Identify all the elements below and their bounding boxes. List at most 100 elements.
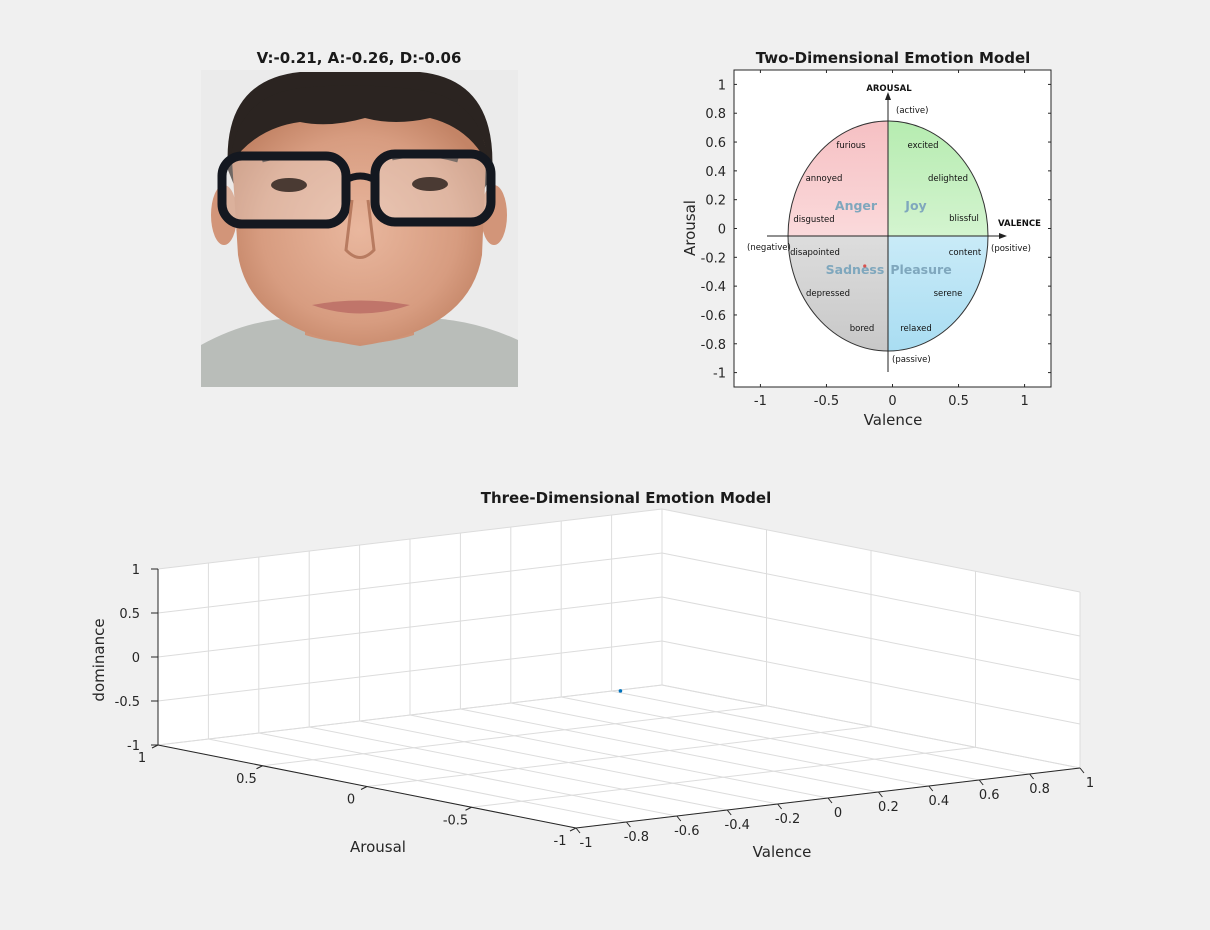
chart-3d-ytick-mark [360, 786, 368, 790]
chart-3d-title: Three-Dimensional Emotion Model [481, 489, 771, 507]
chart-3d-xtick-label: 0.6 [979, 788, 1000, 803]
chart-2d-ytick-label: -0.6 [701, 309, 726, 324]
chart-3d-xlabel: Valence [753, 843, 812, 861]
chart-2d-ytick-label: 1 [718, 78, 726, 93]
chart-3d-ztick-label: -1 [127, 739, 140, 754]
chart-3d-xtick-mark [1029, 773, 1034, 780]
chart-2d-ytick-label: -0.2 [701, 251, 726, 266]
chart-3d-xtick-label: -1 [580, 836, 593, 851]
chart-2d-point [863, 264, 867, 268]
emotion-wheel-image: AROUSAL (active) (passive) VALENCE (nega… [747, 84, 1041, 372]
chart-3d-gridline-z [661, 552, 1081, 637]
chart-3d-xtick-label: -0.2 [775, 812, 800, 827]
chart-3d-ytick-label: 0 [347, 793, 355, 808]
chart-3d-gridline-y [471, 746, 976, 808]
word-blissful: blissful [949, 214, 979, 224]
chart-3d-ylabel: Arousal [350, 838, 406, 856]
word-excited: excited [908, 141, 939, 151]
quadrant-sadness: Sadness [826, 262, 885, 277]
chart-3d-ztick-label: 0 [132, 651, 140, 666]
word-annoyed: annoyed [806, 174, 843, 184]
chart-3d-gridline-z [661, 596, 1081, 681]
word-delighted: delighted [928, 174, 968, 184]
chart-3d-ytick-label: 0.5 [236, 772, 257, 787]
chart-3d-point [618, 689, 623, 693]
chart-2d-ylabel: Arousal [681, 200, 699, 256]
wheel-active-label: (active) [896, 106, 928, 116]
chart-2d-ytick-label: 0.4 [705, 165, 726, 180]
word-disapointed: disapointed [790, 248, 840, 258]
chart-3d-ztick-label: -0.5 [115, 695, 140, 710]
chart-3d-ytick-label: -0.5 [443, 813, 468, 828]
chart-3d-xtick-mark [626, 821, 631, 828]
chart-2d-ytick-label: -0.8 [701, 338, 726, 353]
chart-3d-ytick-label: -1 [554, 834, 567, 849]
wheel-arousal-label: AROUSAL [866, 84, 912, 94]
word-furious: furious [836, 141, 866, 151]
wheel-passive-label: (passive) [892, 355, 931, 365]
word-serene: serene [934, 289, 963, 299]
chart-3d-gridline-z [157, 640, 663, 702]
chart-2d-ytick-label: 0.6 [705, 136, 726, 151]
chart-3d-xtick-mark [726, 809, 732, 816]
chart-3d-gridline-z [157, 684, 663, 746]
chart-3d-ytick-label: 1 [138, 751, 146, 766]
chart-3d-xtick-label: 0.8 [1029, 782, 1050, 797]
wheel-valence-label: VALENCE [998, 219, 1041, 229]
chart-3d-gridline-y [262, 705, 767, 767]
chart-3d-gridline-z [661, 508, 1081, 593]
wheel-negative-label: (negative) [747, 243, 791, 253]
chart-3d-xtick-label: 0.2 [878, 800, 899, 815]
chart-2d-xlabel: Valence [864, 411, 923, 429]
chart-3d-ztick-label: 0.5 [119, 607, 140, 622]
chart-3d-ytick-mark [465, 806, 472, 811]
chart-3d-gridline-z [661, 684, 1081, 769]
chart-3d-xtick-mark [1079, 767, 1085, 774]
chart-3d-xtick-label: 1 [1086, 776, 1094, 791]
word-bored: bored [850, 324, 875, 334]
quadrant-joy: Joy [904, 198, 926, 213]
wheel-positive-label: (positive) [991, 244, 1031, 254]
chart-3d-xtick-label: -0.6 [674, 824, 699, 839]
chart-2d-ytick-label: -0.4 [701, 280, 726, 295]
quadrant-anger: Anger [835, 198, 878, 213]
chart-2d-xtick-label: 1 [1020, 394, 1028, 409]
chart-3d-xtick-mark [676, 815, 682, 822]
chart-3d-ytick-mark [569, 827, 577, 832]
chart-3d-xtick-label: 0.4 [928, 794, 949, 809]
photo-title: V:-0.21, A:-0.26, D:-0.06 [257, 49, 462, 67]
chart-2d-title: Two-Dimensional Emotion Model [756, 49, 1031, 67]
chart-2d-ytick-label: 0.8 [705, 107, 726, 122]
chart-2d-ytick-label: -1 [713, 367, 726, 382]
chart-3d-ztick-label: 1 [132, 563, 140, 578]
quadrant-pleasure: Pleasure [890, 262, 951, 277]
chart-3d-ytick-mark [256, 765, 263, 770]
chart-3d-zlabel: dominance [90, 618, 108, 701]
chart-2d-ytick-label: 0 [718, 223, 726, 238]
chart-3d-xtick-mark [827, 797, 833, 804]
chart-3d-grid [157, 508, 1081, 829]
chart-3d-xtick-mark [777, 803, 782, 810]
chart-3d: Three-Dimensional Emotion Model -1 -0.8 -0… [90, 489, 1094, 861]
chart-3d-gridline-z [157, 508, 663, 570]
word-relaxed: relaxed [900, 324, 932, 334]
chart-2d-xtick-label: -1 [754, 394, 767, 409]
chart-3d-gridline-z [157, 552, 663, 614]
chart-3d-xtick-mark [978, 779, 984, 786]
chart-3d-xtick-mark [928, 785, 934, 792]
word-disgusted: disgusted [793, 215, 834, 225]
chart-3d-xtick-mark [878, 791, 883, 798]
chart-3d-xtick-label: 0 [834, 806, 842, 821]
word-content: content [949, 248, 982, 258]
chart-3d-xtick-label: -0.4 [725, 818, 750, 833]
face-photo [201, 70, 518, 387]
chart-3d-xtick-label: -0.8 [624, 830, 649, 845]
chart-3d-xtick-mark [575, 827, 581, 834]
chart-2d-ytick-label: 0.2 [705, 194, 726, 209]
word-depressed: depressed [806, 289, 850, 299]
chart-2d-xtick-label: 0 [888, 394, 896, 409]
chart-3d-gridline-z [661, 640, 1081, 725]
chart-2d-xtick-label: 0.5 [948, 394, 969, 409]
chart-2d-xtick-label: -0.5 [814, 394, 839, 409]
